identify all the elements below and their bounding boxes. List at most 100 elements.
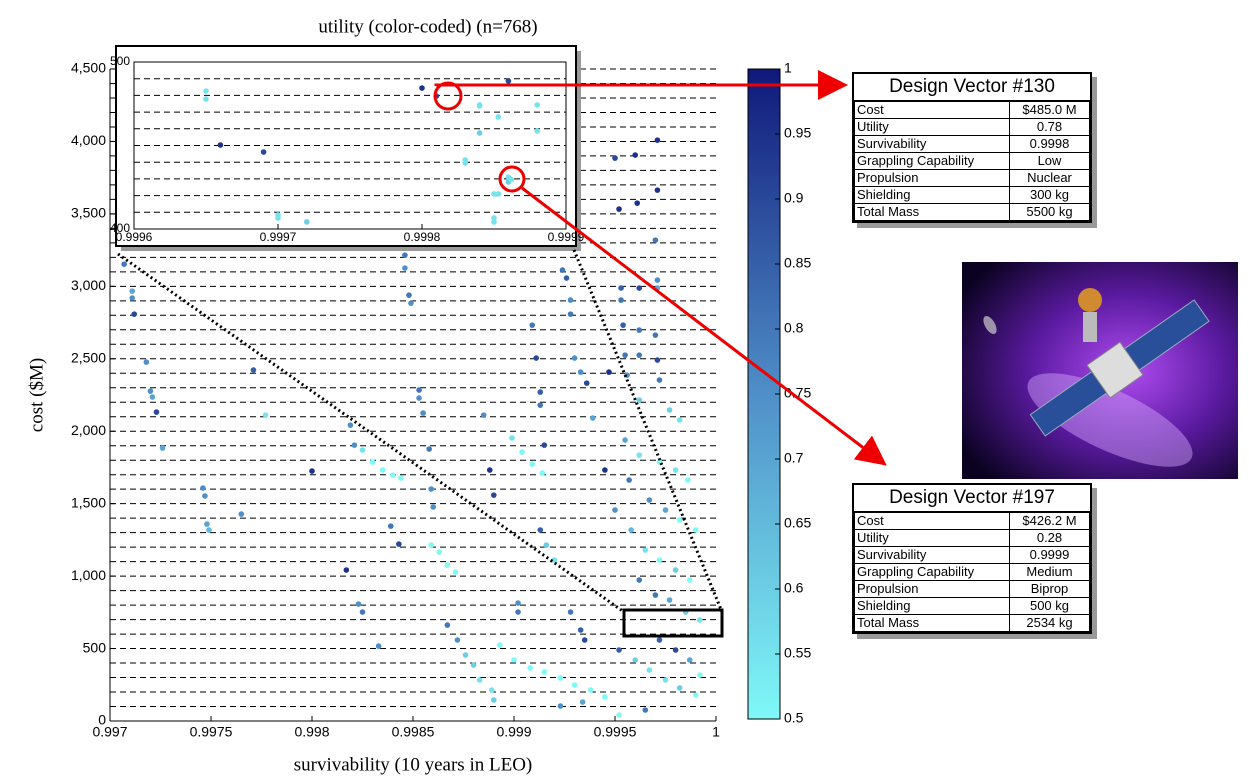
table-row: Cost $426.2 M xyxy=(854,512,1090,530)
point xyxy=(636,352,643,358)
point xyxy=(557,703,564,709)
annotations xyxy=(117,70,887,638)
point xyxy=(491,492,497,498)
point xyxy=(616,206,622,212)
point xyxy=(505,78,512,84)
point xyxy=(260,149,267,155)
colorbar-tick-label: 0.5 xyxy=(784,710,804,726)
point xyxy=(491,215,497,221)
point xyxy=(375,643,382,649)
x-tick-label: 0.9997 xyxy=(260,230,297,244)
table-row: Grappling Capability Medium xyxy=(854,563,1090,581)
x-tick-label: 1 xyxy=(712,724,720,740)
point xyxy=(529,461,535,467)
table-cell: 500 kg xyxy=(1009,597,1090,615)
table-row: Shielding 300 kg xyxy=(854,186,1090,204)
y-tick-label: 2,000 xyxy=(71,422,106,438)
point xyxy=(430,504,437,510)
point xyxy=(666,407,673,413)
colorbar-tick-label: 0.7 xyxy=(784,450,804,466)
point xyxy=(636,397,643,403)
table-cell: 2534 kg xyxy=(1009,614,1090,632)
point xyxy=(539,470,546,476)
y-tick-label: 0 xyxy=(98,712,106,728)
table-cell: Propulsion xyxy=(854,580,1010,598)
point xyxy=(571,355,578,361)
point xyxy=(581,637,588,643)
point xyxy=(406,292,412,298)
x-tick-label: 0.9975 xyxy=(190,724,233,740)
point xyxy=(537,527,544,533)
table-cell: $426.2 M xyxy=(1009,512,1090,530)
table-cell: 0.9998 xyxy=(1009,135,1090,153)
point xyxy=(402,252,408,258)
colorbar: 0.5 0.55 0.6 0.65 0.7 0.75 0.8 0.85 0.9 0.95 1 xyxy=(747,60,811,726)
point xyxy=(557,675,564,681)
point xyxy=(497,642,503,648)
point xyxy=(606,369,612,375)
point xyxy=(529,322,535,328)
y-tick-label: 3,500 xyxy=(71,205,106,221)
point xyxy=(541,442,548,448)
point xyxy=(571,682,578,688)
y-tick-label: 1,500 xyxy=(71,494,106,510)
point xyxy=(121,261,127,267)
point xyxy=(408,300,414,306)
point xyxy=(200,485,206,491)
point xyxy=(616,712,622,718)
point xyxy=(652,592,659,598)
table-row: Grappling Capability Low xyxy=(854,152,1090,170)
chart-title: utility (color-coded) (n=768) xyxy=(318,16,537,37)
point xyxy=(567,297,574,303)
point xyxy=(402,265,408,271)
point xyxy=(444,562,451,568)
point xyxy=(476,130,483,136)
table-cell: Low xyxy=(1009,152,1090,170)
point xyxy=(454,637,461,643)
point xyxy=(686,657,693,663)
point xyxy=(602,694,608,700)
point xyxy=(420,410,426,416)
inset-plot: 400 500 0.9996 0.9997 0.9998 0.9999 xyxy=(110,45,585,251)
point xyxy=(697,672,703,678)
point xyxy=(398,475,404,481)
y-tick-label: 500 xyxy=(110,54,130,68)
table-cell: Cost xyxy=(854,101,1010,119)
point xyxy=(612,507,618,513)
point xyxy=(129,295,136,301)
y-tick-label: 1,000 xyxy=(71,567,106,583)
point xyxy=(693,692,699,698)
point xyxy=(652,332,659,338)
point xyxy=(486,467,493,473)
table-cell: Total Mass xyxy=(854,614,1010,632)
x-tick-label: 0.9998 xyxy=(404,230,441,244)
point xyxy=(672,467,679,473)
satellite-image xyxy=(962,262,1238,479)
point xyxy=(275,215,281,221)
point xyxy=(636,327,643,333)
table-cell: Survivability xyxy=(854,135,1010,153)
point xyxy=(515,600,521,606)
point xyxy=(534,128,540,134)
point xyxy=(355,601,362,607)
table-row: Survivability 0.9999 xyxy=(854,546,1090,564)
x-tick-label: 0.9985 xyxy=(392,724,435,740)
table-cell: Grappling Capability xyxy=(854,152,1010,170)
table-cell: Propulsion xyxy=(854,169,1010,187)
table-row: Total Mass 5500 kg xyxy=(854,203,1090,221)
point xyxy=(567,311,574,317)
point xyxy=(519,449,525,455)
point xyxy=(262,412,269,418)
point xyxy=(656,637,663,643)
point xyxy=(636,285,643,291)
point xyxy=(567,609,574,615)
table-cell: Shielding xyxy=(854,597,1010,615)
y-tick-label: 2,500 xyxy=(71,349,106,365)
colorbar-tick-label: 0.9 xyxy=(784,190,804,206)
point xyxy=(636,452,643,458)
y-tick-label: 500 xyxy=(83,639,107,655)
main-plot: 0 500 1,000 1,500 2,000 2,500 3,000 3,500 4,000 4… xyxy=(71,60,720,740)
point xyxy=(684,477,691,483)
point xyxy=(309,468,315,474)
